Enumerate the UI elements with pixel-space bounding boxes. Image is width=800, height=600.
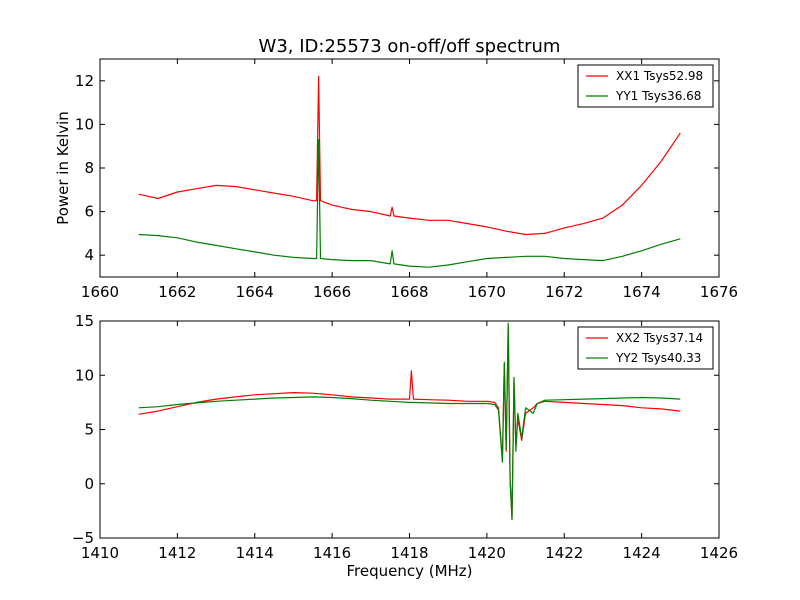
y-tick-label: 10 bbox=[75, 366, 94, 384]
y-tick-label: 10 bbox=[75, 115, 94, 133]
y-tick-label: 6 bbox=[84, 203, 94, 221]
y-tick-label: 0 bbox=[84, 475, 94, 493]
chart-panel-1: 1660 1662 1664 1666 1668 1670 1672 1674 1676 4 6 8 1… bbox=[54, 36, 738, 301]
x-axis-label: Frequency (MHz) bbox=[346, 562, 472, 580]
series-line-1-1 bbox=[138, 75, 681, 236]
legend-box bbox=[577, 326, 714, 370]
legend-entry: YY1 Tsys36.68 bbox=[615, 89, 701, 103]
x-tick-label: 1660 bbox=[81, 283, 119, 301]
x-tick-label: 1418 bbox=[390, 544, 428, 562]
x-tick-label: 1426 bbox=[700, 544, 738, 562]
x-tick-label: 1672 bbox=[545, 283, 583, 301]
y-tick-label: 4 bbox=[84, 246, 94, 264]
y-tick-label: 5 bbox=[84, 421, 94, 439]
series-line-1-2 bbox=[138, 139, 681, 268]
x-tick-label: 1674 bbox=[623, 283, 661, 301]
x-tick-label: 1670 bbox=[468, 283, 506, 301]
x-tick-label: 1422 bbox=[545, 544, 583, 562]
legend: XX1 Tsys52.98 YY1 Tsys36.68 bbox=[577, 64, 714, 108]
x-tick-label: 1420 bbox=[468, 544, 506, 562]
x-tick-label: 1664 bbox=[236, 283, 274, 301]
series-line-2-2 bbox=[138, 322, 681, 521]
legend-entry: YY2 Tsys40.33 bbox=[615, 351, 701, 365]
x-tick-label: 1668 bbox=[390, 283, 428, 301]
x-tick-label: 1662 bbox=[158, 283, 196, 301]
chart-title: W3, ID:25573 on-off/off spectrum bbox=[259, 36, 561, 57]
legend-box bbox=[577, 64, 714, 108]
x-tick-label: 1414 bbox=[236, 544, 274, 562]
x-tick-label: 1412 bbox=[158, 544, 196, 562]
y-tick-label: 12 bbox=[75, 72, 94, 90]
y-tick-label: 15 bbox=[75, 312, 94, 330]
legend: XX2 Tsys37.14 YY2 Tsys40.33 bbox=[577, 326, 714, 370]
x-tick-label: 1416 bbox=[313, 544, 351, 562]
y-tick-label: 8 bbox=[84, 159, 94, 177]
y-axis-label: Power in Kelvin bbox=[54, 111, 72, 225]
x-tick-label: 1676 bbox=[700, 283, 738, 301]
legend-entry: XX1 Tsys52.98 bbox=[616, 69, 703, 83]
series-line-2-1 bbox=[138, 325, 681, 520]
x-tick-label: 1424 bbox=[623, 544, 661, 562]
legend-entry: XX2 Tsys37.14 bbox=[616, 331, 703, 345]
y-tick-label: −5 bbox=[72, 529, 94, 547]
x-tick-label: 1410 bbox=[81, 544, 119, 562]
x-tick-label: 1666 bbox=[313, 283, 351, 301]
chart-panel-2: 1410 1412 1414 1416 1418 1420 1422 1424 1426 −5 0 5… bbox=[72, 312, 738, 580]
plots-layer: 1660 1662 1664 1666 1668 1670 1672 1674 1676 4 6 8 1… bbox=[54, 36, 738, 580]
